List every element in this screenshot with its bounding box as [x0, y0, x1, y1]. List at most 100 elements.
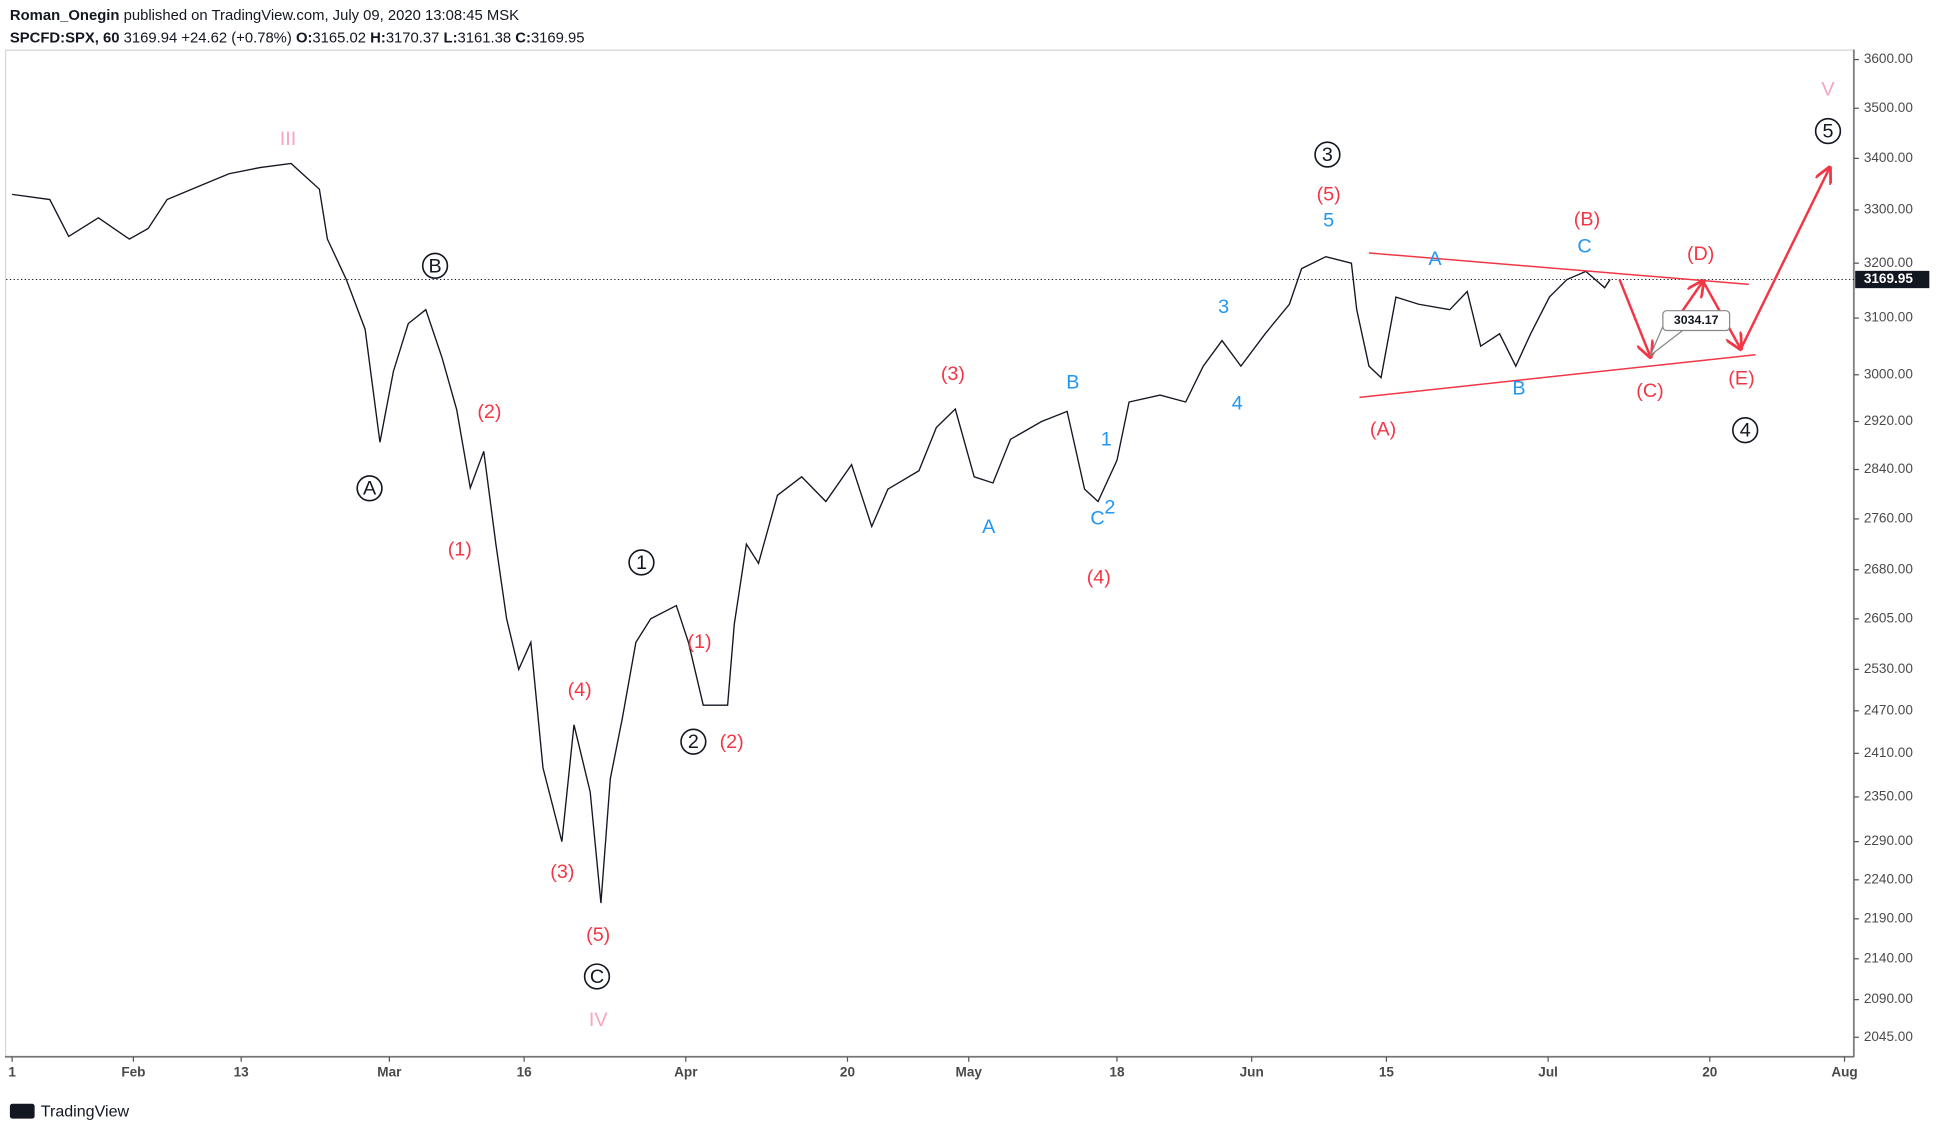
- x-tick-label: 18: [1109, 1064, 1125, 1079]
- y-tick-label: 2090.00: [1864, 991, 1914, 1006]
- callout-box: [1662, 310, 1731, 332]
- y-tick-label: 2410.00: [1864, 745, 1914, 760]
- wave-label: (C): [1636, 380, 1663, 402]
- wave-label: C: [590, 966, 604, 988]
- trendline: [1359, 353, 1756, 399]
- wave-label: 3: [1322, 144, 1333, 166]
- x-tick-label: Aug: [1831, 1064, 1857, 1079]
- y-tick-label: 3400.00: [1864, 150, 1914, 165]
- wave-label: 1: [636, 552, 647, 574]
- last-price-label: 3169.95: [1864, 271, 1914, 286]
- wave-label: 1: [1101, 428, 1112, 450]
- wave-label: 4: [1740, 420, 1751, 442]
- y-tick-label: 2240.00: [1864, 871, 1914, 886]
- y-tick-label: 3600.00: [1864, 51, 1914, 66]
- publisher-line: Roman_Onegin published on TradingView.co…: [10, 8, 519, 24]
- wave-label: (B): [1574, 208, 1600, 230]
- high-label: H:: [370, 30, 386, 46]
- x-tick-label: 15: [1379, 1064, 1395, 1079]
- symbol: SPCFD:SPX, 60: [10, 30, 120, 46]
- wave-circle: [1314, 141, 1341, 168]
- wave-label: V: [1821, 79, 1835, 101]
- wave-label: C: [1577, 235, 1591, 257]
- wave-label: 3: [1218, 296, 1229, 318]
- last: 3169.94: [124, 30, 178, 46]
- wave-label: (1): [448, 538, 472, 560]
- x-tick-label: May: [956, 1064, 983, 1079]
- high: 3170.37: [386, 30, 440, 46]
- wave-label: 4: [1232, 392, 1243, 414]
- x-tick-label: Feb: [121, 1064, 145, 1079]
- wave-label: (A): [1370, 418, 1396, 440]
- x-tick-label: Jun: [1240, 1064, 1264, 1079]
- wave-label: 2: [688, 731, 699, 753]
- low-label: L:: [444, 30, 458, 46]
- trendline: [1368, 252, 1749, 286]
- projection-segment: [1739, 168, 1830, 350]
- logo-icon: [9, 1103, 35, 1119]
- wave-label: IV: [589, 1009, 608, 1031]
- wave-label: (2): [477, 401, 501, 423]
- y-tick-label: 2350.00: [1864, 789, 1914, 804]
- y-tick-label: 2605.00: [1864, 610, 1914, 625]
- wave-label: B: [1512, 378, 1525, 400]
- wave-label: A: [363, 478, 377, 500]
- x-tick-label: 16: [517, 1064, 533, 1079]
- low: 3161.38: [458, 30, 512, 46]
- y-tick-label: 2840.00: [1864, 461, 1914, 476]
- y-tick-label: 2680.00: [1864, 561, 1914, 576]
- price-line: [12, 162, 1611, 904]
- wave-label: A: [982, 516, 996, 538]
- y-tick-label: 2760.00: [1864, 511, 1914, 526]
- wave-circle: [1732, 417, 1759, 444]
- close: 3169.95: [531, 30, 585, 46]
- wave-label: (E): [1728, 368, 1754, 390]
- wave-circle: [1814, 117, 1842, 145]
- x-tick-label: Mar: [377, 1064, 402, 1079]
- wave-label: (3): [550, 861, 574, 883]
- wave-label: (4): [568, 679, 592, 701]
- x-tick-label: 13: [234, 1064, 250, 1079]
- wave-label: 5: [1323, 210, 1334, 232]
- y-tick-label: 2920.00: [1864, 413, 1914, 428]
- x-tick-label: 20: [1702, 1064, 1717, 1079]
- x-tick-label: 1: [8, 1064, 16, 1079]
- y-tick-label: 2290.00: [1864, 833, 1914, 848]
- y-tick-label: 3500.00: [1864, 100, 1914, 115]
- y-tick-label: 3100.00: [1864, 310, 1914, 325]
- projection-segment: [1618, 279, 1651, 357]
- wave-circle: [628, 549, 655, 576]
- wave-label: (3): [941, 363, 965, 385]
- wave-label: B: [1066, 371, 1079, 393]
- wave-circle: [680, 728, 707, 755]
- wave-circle: [356, 475, 383, 502]
- y-tick-label: 3300.00: [1864, 202, 1914, 217]
- y-tick-label: 3000.00: [1864, 366, 1914, 381]
- x-tick-label: Apr: [674, 1064, 698, 1079]
- published-text: published on TradingView.com, July 09, 2…: [124, 8, 520, 24]
- publisher: Roman_Onegin: [10, 8, 120, 24]
- close-label: C:: [515, 30, 531, 46]
- x-tick-label: Jul: [1538, 1064, 1558, 1079]
- wave-label: (2): [720, 731, 744, 753]
- wave-label: (5): [1317, 184, 1341, 206]
- open: 3165.02: [312, 30, 366, 46]
- wave-label: A: [1428, 248, 1442, 270]
- wave-circle: [583, 963, 611, 990]
- wave-label: (1): [687, 631, 711, 653]
- open-label: O:: [296, 30, 312, 46]
- y-tick-label: 2470.00: [1864, 702, 1914, 717]
- last-price-box: [1855, 270, 1930, 289]
- brand-logo: TradingView: [9, 1103, 130, 1121]
- y-tick-label: 2140.00: [1864, 950, 1914, 965]
- wave-label: C: [1090, 507, 1104, 529]
- brand: TradingView: [41, 1103, 130, 1121]
- wave-label: (5): [586, 924, 610, 946]
- y-tick-label: 2190.00: [1864, 910, 1914, 925]
- wave-label: B: [428, 255, 441, 277]
- y-tick-label: 3200.00: [1864, 255, 1914, 270]
- callout-label: 3034.17: [1674, 313, 1719, 327]
- change: +24.62 (+0.78%): [181, 30, 292, 46]
